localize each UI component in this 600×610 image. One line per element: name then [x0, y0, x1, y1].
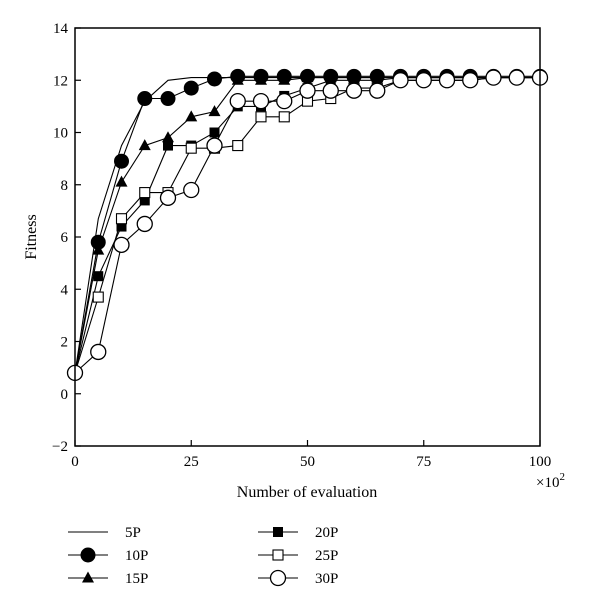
y-tick-label: −2 [52, 439, 68, 455]
y-tick-label: 2 [61, 335, 69, 351]
data-point-30p [136, 215, 153, 233]
data-point-10p [183, 80, 199, 96]
legend-label-30p: 30P [315, 571, 338, 587]
data-point-15p [115, 175, 128, 187]
data-point-25p [232, 140, 244, 152]
x-tick-label: 0 [71, 454, 79, 470]
legend-label-5p: 5P [125, 525, 141, 541]
data-point-25p [139, 187, 151, 199]
data-point-30p [299, 82, 316, 99]
legend-label-25p: 25P [315, 548, 338, 564]
data-point-30p [276, 93, 293, 110]
data-point-15p [208, 105, 221, 117]
data-point-25p [185, 142, 197, 154]
legend: 5P 10P 15P 20P 25P 30P [68, 525, 338, 587]
data-point-30p [252, 93, 270, 110]
data-point-15p [255, 73, 267, 85]
x-axis-multiplier: ×102 [536, 471, 565, 491]
x-axis-multiplier-base: ×10 [536, 475, 559, 491]
y-tick-label: 14 [53, 21, 69, 37]
data-point-30p [438, 72, 456, 89]
data-point-20p [372, 75, 383, 86]
plot-marks [66, 68, 549, 382]
data-point-25p [278, 111, 290, 123]
x-tick-label: 75 [416, 454, 431, 470]
data-point-30p [322, 82, 339, 99]
data-point-10p [137, 91, 153, 107]
legend-marker-15p [82, 571, 94, 583]
data-point-25p [115, 213, 128, 225]
data-point-30p [345, 82, 363, 99]
data-point-15p [92, 243, 105, 255]
data-point-15p [231, 73, 244, 85]
y-tick-label: 0 [61, 387, 69, 403]
legend-marker-30p [269, 569, 287, 587]
data-point-30p [415, 72, 432, 89]
x-tick-label: 100 [529, 454, 552, 470]
data-point-15p [278, 73, 291, 85]
x-tick-label: 50 [300, 454, 315, 470]
data-point-10p [114, 153, 129, 169]
data-point-30p [229, 93, 246, 110]
data-point-25p [255, 111, 267, 123]
legend-label-10p: 10P [125, 548, 148, 564]
y-tick-label: 8 [61, 178, 69, 194]
data-point-15p [138, 139, 151, 151]
data-point-15p [162, 131, 174, 143]
data-point-30p [159, 189, 177, 206]
data-point-30p [462, 72, 479, 89]
x-axis-multiplier-exponent: 2 [559, 471, 565, 483]
x-axis-label: Number of evaluation [237, 484, 377, 501]
data-point-15p [185, 110, 198, 122]
data-point-30p [392, 72, 409, 89]
y-axis-label: Fitness [23, 214, 40, 259]
legend-marker-10p [80, 547, 96, 563]
data-point-30p [183, 181, 200, 199]
data-point-30p [369, 82, 386, 99]
data-point-20p [116, 221, 127, 232]
data-point-20p [93, 271, 104, 282]
legend-marker-25p [272, 549, 284, 561]
y-tick-label: 12 [53, 73, 68, 89]
data-point-20p [139, 195, 150, 206]
data-point-30p [206, 137, 223, 154]
y-tick-label: 6 [61, 230, 69, 246]
legend-marker-20p [273, 527, 283, 537]
data-point-30p [485, 69, 502, 86]
data-point-10p [160, 91, 176, 107]
data-point-10p [207, 71, 222, 87]
data-point-30p [113, 236, 130, 253]
data-point-15p [301, 71, 314, 83]
y-tick-label: 10 [53, 126, 68, 142]
data-point-30p [90, 343, 107, 361]
x-tick-label: 25 [184, 454, 199, 470]
data-point-30p [508, 69, 525, 86]
data-point-25p [92, 291, 104, 303]
data-point-20p [325, 75, 336, 86]
legend-label-20p: 20P [315, 525, 338, 541]
data-point-20p [209, 127, 220, 138]
legend-label-15p: 15P [125, 571, 148, 587]
data-point-20p [163, 140, 173, 151]
y-tick-label: 4 [61, 282, 69, 298]
data-point-20p [349, 75, 359, 86]
